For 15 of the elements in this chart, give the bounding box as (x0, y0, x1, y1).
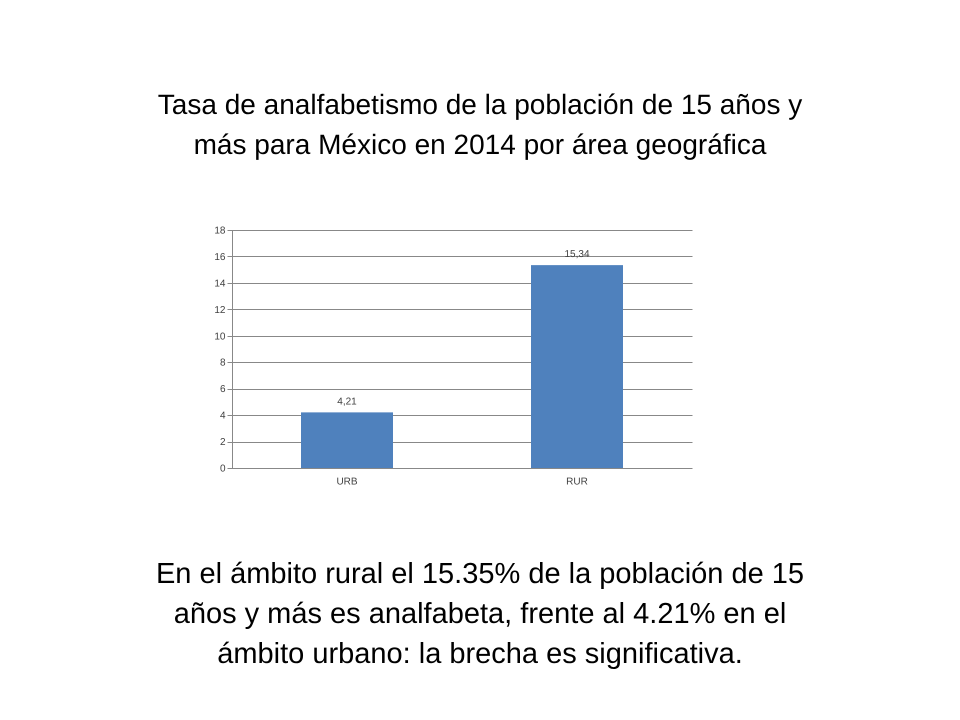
y-tick-label: 2 (220, 437, 226, 448)
y-tick-label: 14 (214, 278, 226, 290)
data-label: 4,21 (337, 396, 358, 408)
y-tick-label: 12 (214, 304, 226, 316)
x-tick-label: URB (336, 476, 358, 488)
y-tick-label: 10 (214, 331, 226, 342)
y-tick-label: 6 (220, 384, 226, 396)
y-tick-label: 4 (220, 410, 226, 422)
text: En el ámbito rural el 15.35% de la población de 15 años y más es analfabeta, frente al 4.21% en el ámbito urbano: la brecha es significativa. (156, 558, 804, 670)
x-tick-label: RUR (566, 476, 588, 488)
y-tick-label: 8 (220, 358, 226, 369)
y-tick-label: 0 (220, 464, 226, 474)
chart-title: Tasa de analfabetismo de la población de 15 años y más para México en 2014 por área geográfica (158, 89, 802, 160)
y-tick-label: 16 (214, 252, 226, 263)
y-tick-label: 18 (214, 226, 226, 236)
